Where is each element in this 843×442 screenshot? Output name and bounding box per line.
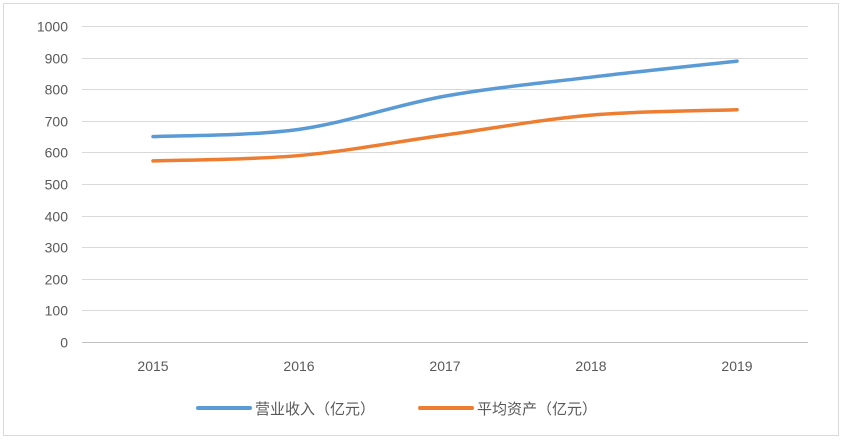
series-lines (151, 59, 739, 163)
y-tick-label: 700 (45, 114, 69, 130)
series-line-average-assets (151, 107, 739, 163)
y-tick-label: 500 (45, 177, 69, 193)
gridlines (82, 26, 808, 343)
y-tick-label: 900 (45, 51, 69, 67)
y-tick-label: 100 (45, 303, 69, 319)
y-tick-label: 800 (45, 82, 69, 98)
y-tick-label: 300 (45, 240, 69, 256)
legend: 营业收入（亿元） 平均资产（亿元） (196, 401, 597, 418)
legend-label: 平均资产（亿元） (477, 401, 597, 418)
y-tick-label: 200 (45, 272, 69, 288)
y-axis: 0 100 200 300 400 500 600 700 800 900 1000 (37, 19, 68, 351)
chart-frame (3, 3, 839, 436)
y-tick-label: 0 (60, 335, 68, 351)
y-tick-label: 1000 (37, 19, 68, 35)
x-axis: 2015 2016 2017 2018 2019 (137, 358, 752, 374)
x-tick-label: 2016 (283, 358, 314, 374)
series-line-revenue (151, 59, 739, 139)
x-tick-label: 2018 (575, 358, 606, 374)
x-tick-label: 2017 (429, 358, 460, 374)
x-tick-label: 2015 (137, 358, 168, 374)
legend-label: 营业收入（亿元） (255, 401, 375, 418)
x-tick-label: 2019 (721, 358, 752, 374)
y-tick-label: 400 (45, 209, 69, 225)
y-tick-label: 600 (45, 145, 69, 161)
